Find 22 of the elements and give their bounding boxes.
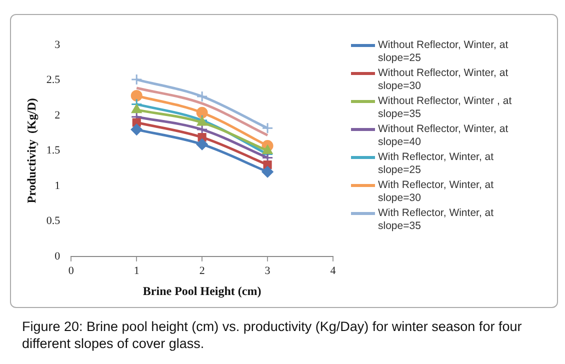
y-tick-label: 1 — [54, 180, 60, 192]
x-tick-label: 1 — [134, 264, 140, 277]
legend-label: With Reflector, Winter, at slope=25 — [378, 151, 495, 177]
y-tick-label: 3 — [54, 38, 61, 51]
x-tick-label: 3 — [264, 264, 271, 277]
x-tick-label: 2 — [199, 264, 205, 277]
y-tick-label: 1.5 — [46, 144, 61, 157]
legend-label: Without Reflector, Winter, at slope=40 — [378, 123, 510, 149]
legend-label: Without Reflector, Winter, at slope=25 — [378, 39, 510, 65]
legend-label: With Reflector, Winter, at slope=35 — [378, 207, 495, 233]
y-tick-label: 2.5 — [46, 74, 61, 86]
y-tick-label: 0.5 — [46, 215, 61, 228]
x-axis-title: Brine Pool Height (cm) — [142, 284, 262, 298]
y-tick-label: 0 — [54, 250, 61, 262]
caption: Figure 20: Brine pool height (cm) vs. productivity (Kg/Day) for winter season for four different slopes of cover glass. — [22, 318, 523, 352]
legend-label: With Reflector, Winter, at slope=30 — [378, 179, 495, 205]
y-axis-title: Productivity (Kg/D) — [24, 98, 38, 204]
x-tick-label: 0 — [68, 264, 74, 277]
x-tick-label: 4 — [330, 264, 336, 277]
legend-label: Without Reflector, Winter, at slope=30 — [378, 67, 510, 93]
legend-label: Without Reflector, Winter , at slope=35 — [378, 95, 513, 121]
y-tick-label: 2 — [54, 109, 60, 122]
